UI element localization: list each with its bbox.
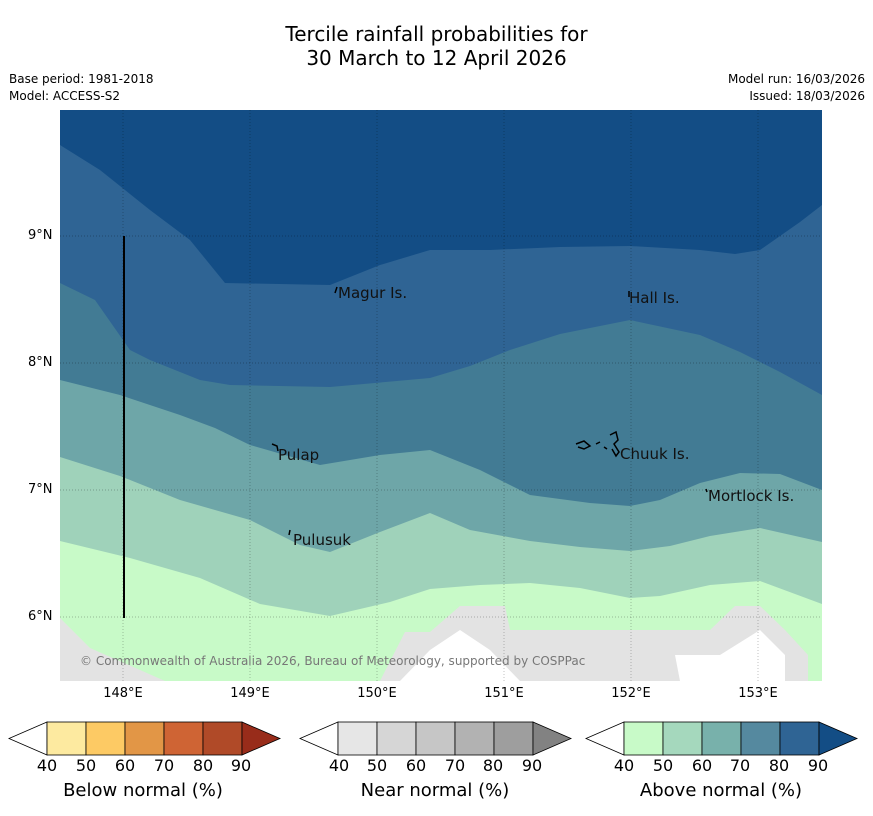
legend-near-segment <box>415 721 456 756</box>
copyright-notice: © Commonwealth of Australia 2026, Bureau… <box>80 654 586 668</box>
lat-label-7: 7°N <box>28 482 53 497</box>
label-hall: Hall Is. <box>629 289 680 307</box>
legend-above-tick: 80 <box>768 756 790 775</box>
lon-label-152: 152°E <box>611 686 651 701</box>
legend-below-segment <box>46 721 87 756</box>
lon-label-151: 151°E <box>484 686 524 701</box>
island-magur <box>334 286 338 294</box>
legend-near-tick: 90 <box>521 756 543 775</box>
legend-near-label: Near normal (%) <box>360 780 510 801</box>
region-no-data-4 <box>675 630 785 681</box>
legend-above-tick: 50 <box>652 756 674 775</box>
legend-above-segment <box>662 721 703 756</box>
legend-below-arrow-high <box>241 721 282 756</box>
legend-below-segment <box>163 721 204 756</box>
island-pulusuk <box>288 529 291 536</box>
legend-below-tick: 50 <box>75 756 97 775</box>
title-line-2: 30 March to 12 April 2026 <box>306 46 567 70</box>
legend-below-arrow-low <box>7 721 48 756</box>
legend-above-arrow-high <box>818 721 859 756</box>
legend-near-segment <box>376 721 417 756</box>
island-chuuk <box>575 430 620 458</box>
model-name: Model: ACCESS-S2 <box>9 89 121 103</box>
islands <box>271 286 708 536</box>
legend-near-tick: 80 <box>482 756 504 775</box>
legend-below-tick: 80 <box>192 756 214 775</box>
issued-date: Issued: 18/03/2026 <box>749 89 865 103</box>
map-title: Tercile rainfall probabilities for 30 Ma… <box>0 22 873 70</box>
legend-below-tick: 90 <box>230 756 252 775</box>
legend-near-tick: 60 <box>405 756 427 775</box>
legend-above-tick: 60 <box>691 756 713 775</box>
legend-below-tick: 60 <box>114 756 136 775</box>
lon-label-150: 150°E <box>357 686 397 701</box>
island-mortlock <box>705 488 708 493</box>
legend-above-bar <box>584 721 859 756</box>
lat-label-9: 9°N <box>28 228 53 243</box>
title-line-1: Tercile rainfall probabilities for <box>285 22 588 46</box>
model-run: Model run: 16/03/2026 <box>727 72 865 86</box>
lat-label-6: 6°N <box>28 609 53 624</box>
label-mortlock: Mortlock Is. <box>708 487 794 505</box>
label-chuuk: Chuuk Is. <box>620 445 689 463</box>
meta-left: Base period: 1981-2018 Model: ACCESS-S2 <box>9 71 154 105</box>
legend-above-segment <box>701 721 742 756</box>
probability-map: Magur Is. Hall Is. Pulap Chuuk Is. Mortl… <box>60 110 822 681</box>
label-pulusuk: Pulusuk <box>293 531 351 549</box>
legend-near-bar <box>298 721 573 756</box>
lat-label-8: 8°N <box>28 355 53 370</box>
legend-near-segment <box>337 721 378 756</box>
legend-below-segment <box>124 721 165 756</box>
base-period: Base period: 1981-2018 <box>9 72 154 86</box>
legend-above-segment <box>623 721 664 756</box>
legend-above-tick: 70 <box>729 756 751 775</box>
legend-near-arrow-low <box>298 721 339 756</box>
legend-below-label: Below normal (%) <box>63 780 223 801</box>
region-no-data-1 <box>60 618 165 681</box>
lon-label-153: 153°E <box>738 686 778 701</box>
legend-below-tick: 40 <box>36 756 58 775</box>
label-magur: Magur Is. <box>338 284 407 302</box>
legend-above-segment <box>779 721 820 756</box>
legend-above-tick: 40 <box>613 756 635 775</box>
legend-below-tick: 70 <box>153 756 175 775</box>
legend-near-tick: 40 <box>328 756 350 775</box>
legend-above-segment <box>740 721 781 756</box>
lon-label-149: 149°E <box>230 686 270 701</box>
region-no-data-3 <box>400 630 520 681</box>
legend-below-segment <box>202 721 243 756</box>
legend-near-arrow-high <box>532 721 573 756</box>
meta-right: Model run: 16/03/2026 Issued: 18/03/2026 <box>728 71 865 105</box>
legend-below-bar <box>7 721 282 756</box>
legend-near-segment <box>493 721 534 756</box>
legend-below-segment <box>85 721 126 756</box>
legend-near-tick: 50 <box>366 756 388 775</box>
label-pulap: Pulap <box>278 446 319 464</box>
legend-above-arrow-low <box>584 721 625 756</box>
legend-above-tick: 90 <box>807 756 829 775</box>
lon-label-148: 148°E <box>103 686 143 701</box>
legend-near-tick: 70 <box>444 756 466 775</box>
legend-above-label: Above normal (%) <box>639 780 803 801</box>
legend-near-segment <box>454 721 495 756</box>
island-pulap <box>271 443 279 452</box>
